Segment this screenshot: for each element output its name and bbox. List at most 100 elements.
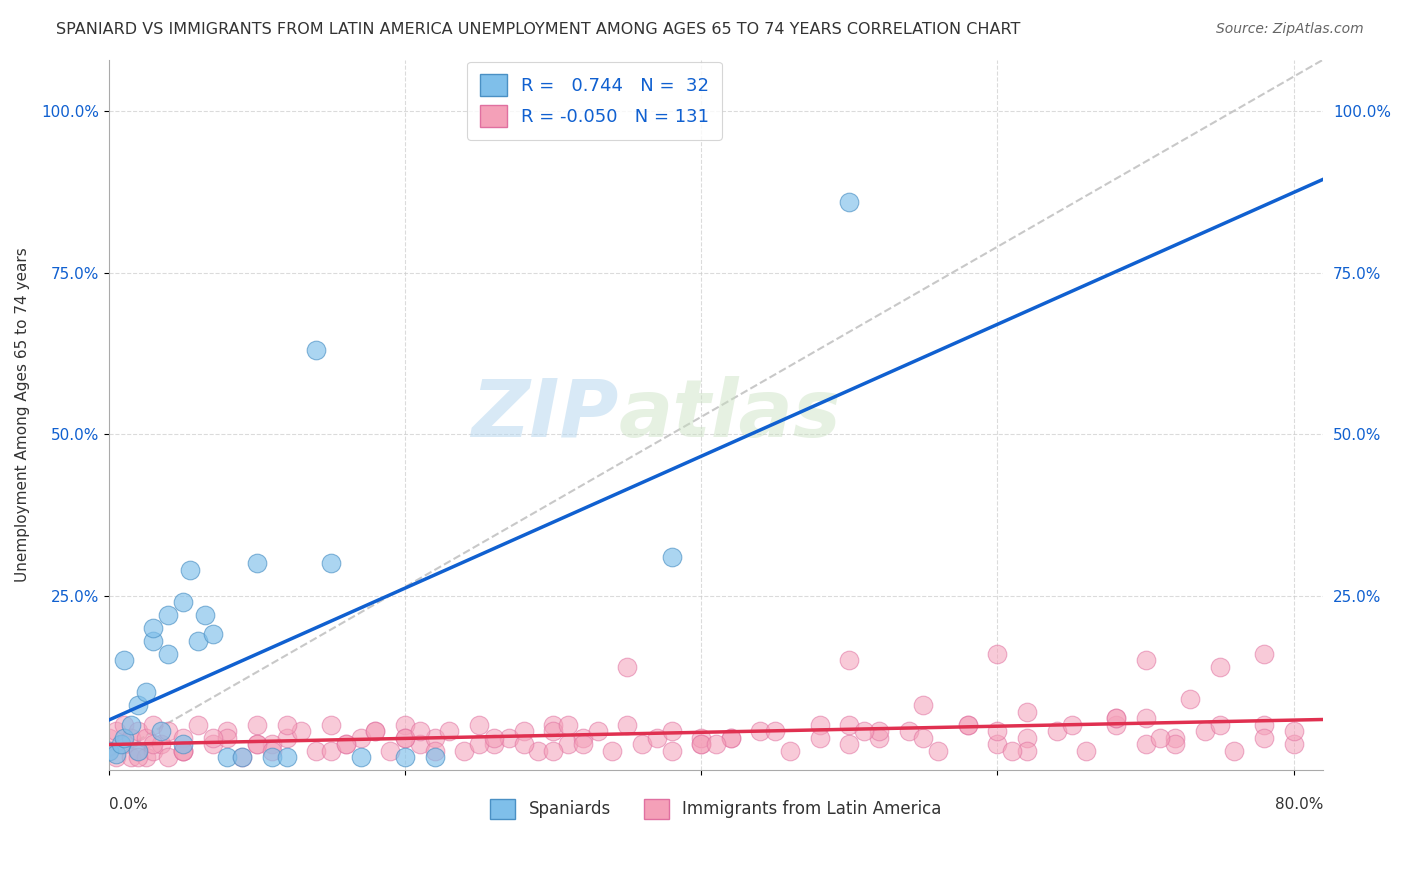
Point bbox=[838, 737, 860, 751]
Point bbox=[1001, 744, 1024, 758]
Point bbox=[423, 744, 446, 758]
Point bbox=[897, 724, 920, 739]
Point bbox=[394, 718, 416, 732]
Point bbox=[349, 731, 371, 745]
Point bbox=[616, 718, 638, 732]
Point bbox=[838, 194, 860, 209]
Point bbox=[246, 718, 269, 732]
Point bbox=[276, 718, 298, 732]
Point bbox=[201, 737, 224, 751]
Point bbox=[527, 744, 550, 758]
Point bbox=[1015, 744, 1038, 758]
Point bbox=[231, 750, 253, 764]
Point bbox=[468, 718, 491, 732]
Point bbox=[172, 744, 194, 758]
Point bbox=[231, 750, 253, 764]
Point bbox=[912, 698, 935, 713]
Point bbox=[838, 718, 860, 732]
Point bbox=[120, 718, 142, 732]
Point bbox=[557, 737, 579, 751]
Point bbox=[246, 737, 269, 751]
Point bbox=[127, 750, 149, 764]
Point bbox=[157, 607, 180, 622]
Point bbox=[868, 724, 890, 739]
Point bbox=[290, 724, 312, 739]
Point bbox=[720, 731, 742, 745]
Point bbox=[201, 627, 224, 641]
Point bbox=[172, 737, 194, 751]
Point bbox=[335, 737, 357, 751]
Point bbox=[661, 549, 683, 564]
Point bbox=[97, 731, 120, 745]
Point bbox=[142, 744, 165, 758]
Point bbox=[1208, 659, 1230, 673]
Text: SPANIARD VS IMMIGRANTS FROM LATIN AMERICA UNEMPLOYMENT AMONG AGES 65 TO 74 YEARS: SPANIARD VS IMMIGRANTS FROM LATIN AMERIC… bbox=[56, 22, 1021, 37]
Point bbox=[260, 744, 283, 758]
Point bbox=[157, 724, 180, 739]
Point bbox=[645, 731, 668, 745]
Point bbox=[142, 621, 165, 635]
Point bbox=[1164, 731, 1187, 745]
Point bbox=[201, 731, 224, 745]
Point bbox=[246, 557, 269, 571]
Point bbox=[364, 724, 387, 739]
Point bbox=[172, 744, 194, 758]
Point bbox=[349, 750, 371, 764]
Point bbox=[105, 724, 128, 739]
Point bbox=[763, 724, 786, 739]
Point bbox=[142, 633, 165, 648]
Point bbox=[1194, 724, 1216, 739]
Point bbox=[110, 737, 132, 751]
Point bbox=[1208, 718, 1230, 732]
Point bbox=[571, 737, 593, 751]
Point bbox=[1178, 692, 1201, 706]
Point bbox=[112, 653, 135, 667]
Point bbox=[986, 737, 1008, 751]
Point bbox=[557, 718, 579, 732]
Point bbox=[260, 750, 283, 764]
Point bbox=[1015, 705, 1038, 719]
Point bbox=[838, 653, 860, 667]
Point bbox=[127, 744, 149, 758]
Point bbox=[172, 595, 194, 609]
Point bbox=[779, 744, 801, 758]
Point bbox=[97, 744, 120, 758]
Point bbox=[482, 737, 505, 751]
Point bbox=[690, 737, 713, 751]
Point bbox=[1149, 731, 1171, 745]
Point bbox=[541, 744, 564, 758]
Point bbox=[319, 744, 342, 758]
Point bbox=[808, 731, 831, 745]
Point bbox=[394, 731, 416, 745]
Y-axis label: Unemployment Among Ages 65 to 74 years: Unemployment Among Ages 65 to 74 years bbox=[15, 247, 30, 582]
Point bbox=[661, 724, 683, 739]
Point bbox=[172, 744, 194, 758]
Point bbox=[986, 647, 1008, 661]
Text: 0.0%: 0.0% bbox=[108, 797, 148, 812]
Point bbox=[512, 737, 534, 751]
Point bbox=[1046, 724, 1069, 739]
Point bbox=[246, 737, 269, 751]
Point bbox=[1076, 744, 1098, 758]
Point bbox=[120, 731, 142, 745]
Point bbox=[1105, 711, 1128, 725]
Point bbox=[853, 724, 876, 739]
Point bbox=[1282, 724, 1305, 739]
Point bbox=[260, 737, 283, 751]
Point bbox=[187, 718, 209, 732]
Point bbox=[986, 724, 1008, 739]
Point bbox=[423, 750, 446, 764]
Point bbox=[602, 744, 624, 758]
Point bbox=[112, 731, 135, 745]
Point bbox=[127, 724, 149, 739]
Point bbox=[135, 750, 157, 764]
Legend: Spaniards, Immigrants from Latin America: Spaniards, Immigrants from Latin America bbox=[484, 792, 949, 826]
Point bbox=[194, 607, 217, 622]
Point bbox=[394, 731, 416, 745]
Point bbox=[1253, 647, 1275, 661]
Point bbox=[149, 737, 172, 751]
Point bbox=[217, 750, 239, 764]
Point bbox=[453, 744, 475, 758]
Point bbox=[380, 744, 402, 758]
Point bbox=[319, 718, 342, 732]
